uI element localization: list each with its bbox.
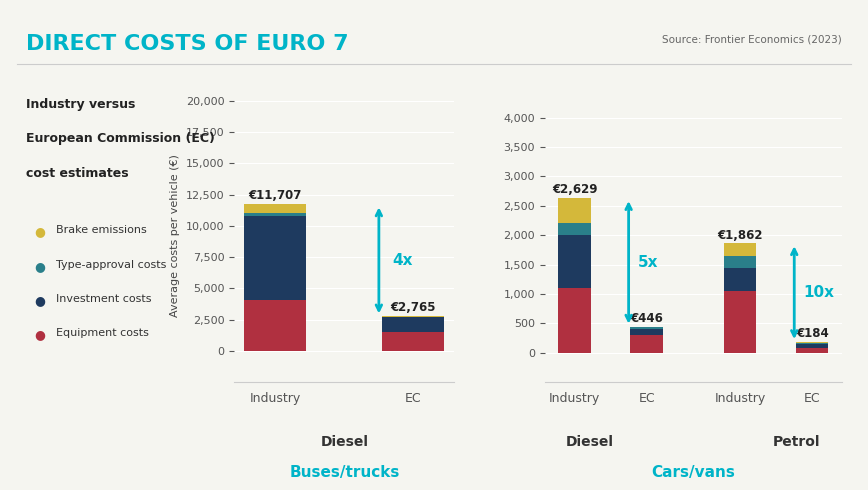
Text: €2,629: €2,629 bbox=[552, 183, 597, 196]
Bar bbox=[558, 235, 591, 288]
Bar bbox=[630, 335, 663, 353]
Bar bbox=[245, 300, 306, 351]
Text: ●: ● bbox=[35, 328, 46, 342]
Bar bbox=[724, 244, 756, 256]
Y-axis label: Average costs per vehicle (€): Average costs per vehicle (€) bbox=[170, 154, 181, 317]
Text: Source: Frontier Economics (2023): Source: Frontier Economics (2023) bbox=[662, 34, 842, 44]
Text: DIRECT COSTS OF EURO 7: DIRECT COSTS OF EURO 7 bbox=[26, 34, 349, 54]
Bar bbox=[245, 213, 306, 217]
Bar bbox=[796, 343, 828, 344]
Text: cost estimates: cost estimates bbox=[26, 167, 128, 180]
Text: €184: €184 bbox=[796, 327, 829, 340]
Bar bbox=[382, 332, 444, 351]
Bar bbox=[724, 291, 756, 353]
Bar bbox=[630, 329, 663, 335]
Bar bbox=[245, 204, 306, 213]
Text: Buses/trucks: Buses/trucks bbox=[289, 465, 399, 480]
Bar bbox=[796, 344, 828, 347]
Bar bbox=[630, 326, 663, 327]
Bar bbox=[796, 342, 828, 343]
Text: €11,707: €11,707 bbox=[249, 189, 302, 202]
Text: €446: €446 bbox=[630, 312, 663, 325]
Bar bbox=[796, 347, 828, 353]
Text: Industry versus: Industry versus bbox=[26, 98, 135, 111]
Bar bbox=[558, 198, 591, 223]
Text: European Commission (EC): European Commission (EC) bbox=[26, 132, 215, 146]
Bar bbox=[724, 268, 756, 291]
Text: Type-approval costs: Type-approval costs bbox=[56, 260, 167, 270]
Text: 10x: 10x bbox=[804, 285, 835, 300]
Bar bbox=[630, 327, 663, 329]
Bar bbox=[382, 317, 444, 332]
Text: Investment costs: Investment costs bbox=[56, 294, 152, 304]
Text: 5x: 5x bbox=[638, 255, 659, 270]
Text: Diesel: Diesel bbox=[320, 435, 368, 449]
Text: Cars/vans: Cars/vans bbox=[652, 465, 735, 480]
Text: ●: ● bbox=[35, 294, 46, 307]
Bar bbox=[245, 217, 306, 300]
Text: €2,765: €2,765 bbox=[391, 301, 436, 314]
Bar bbox=[558, 223, 591, 235]
Text: Brake emissions: Brake emissions bbox=[56, 225, 148, 235]
Text: Diesel: Diesel bbox=[566, 435, 614, 449]
Text: Petrol: Petrol bbox=[773, 435, 821, 449]
Text: €1,862: €1,862 bbox=[718, 228, 763, 242]
Text: 4x: 4x bbox=[392, 253, 413, 268]
Text: ●: ● bbox=[35, 225, 46, 239]
Text: ●: ● bbox=[35, 260, 46, 273]
Bar bbox=[724, 256, 756, 268]
Text: Equipment costs: Equipment costs bbox=[56, 328, 149, 338]
Bar bbox=[558, 288, 591, 353]
